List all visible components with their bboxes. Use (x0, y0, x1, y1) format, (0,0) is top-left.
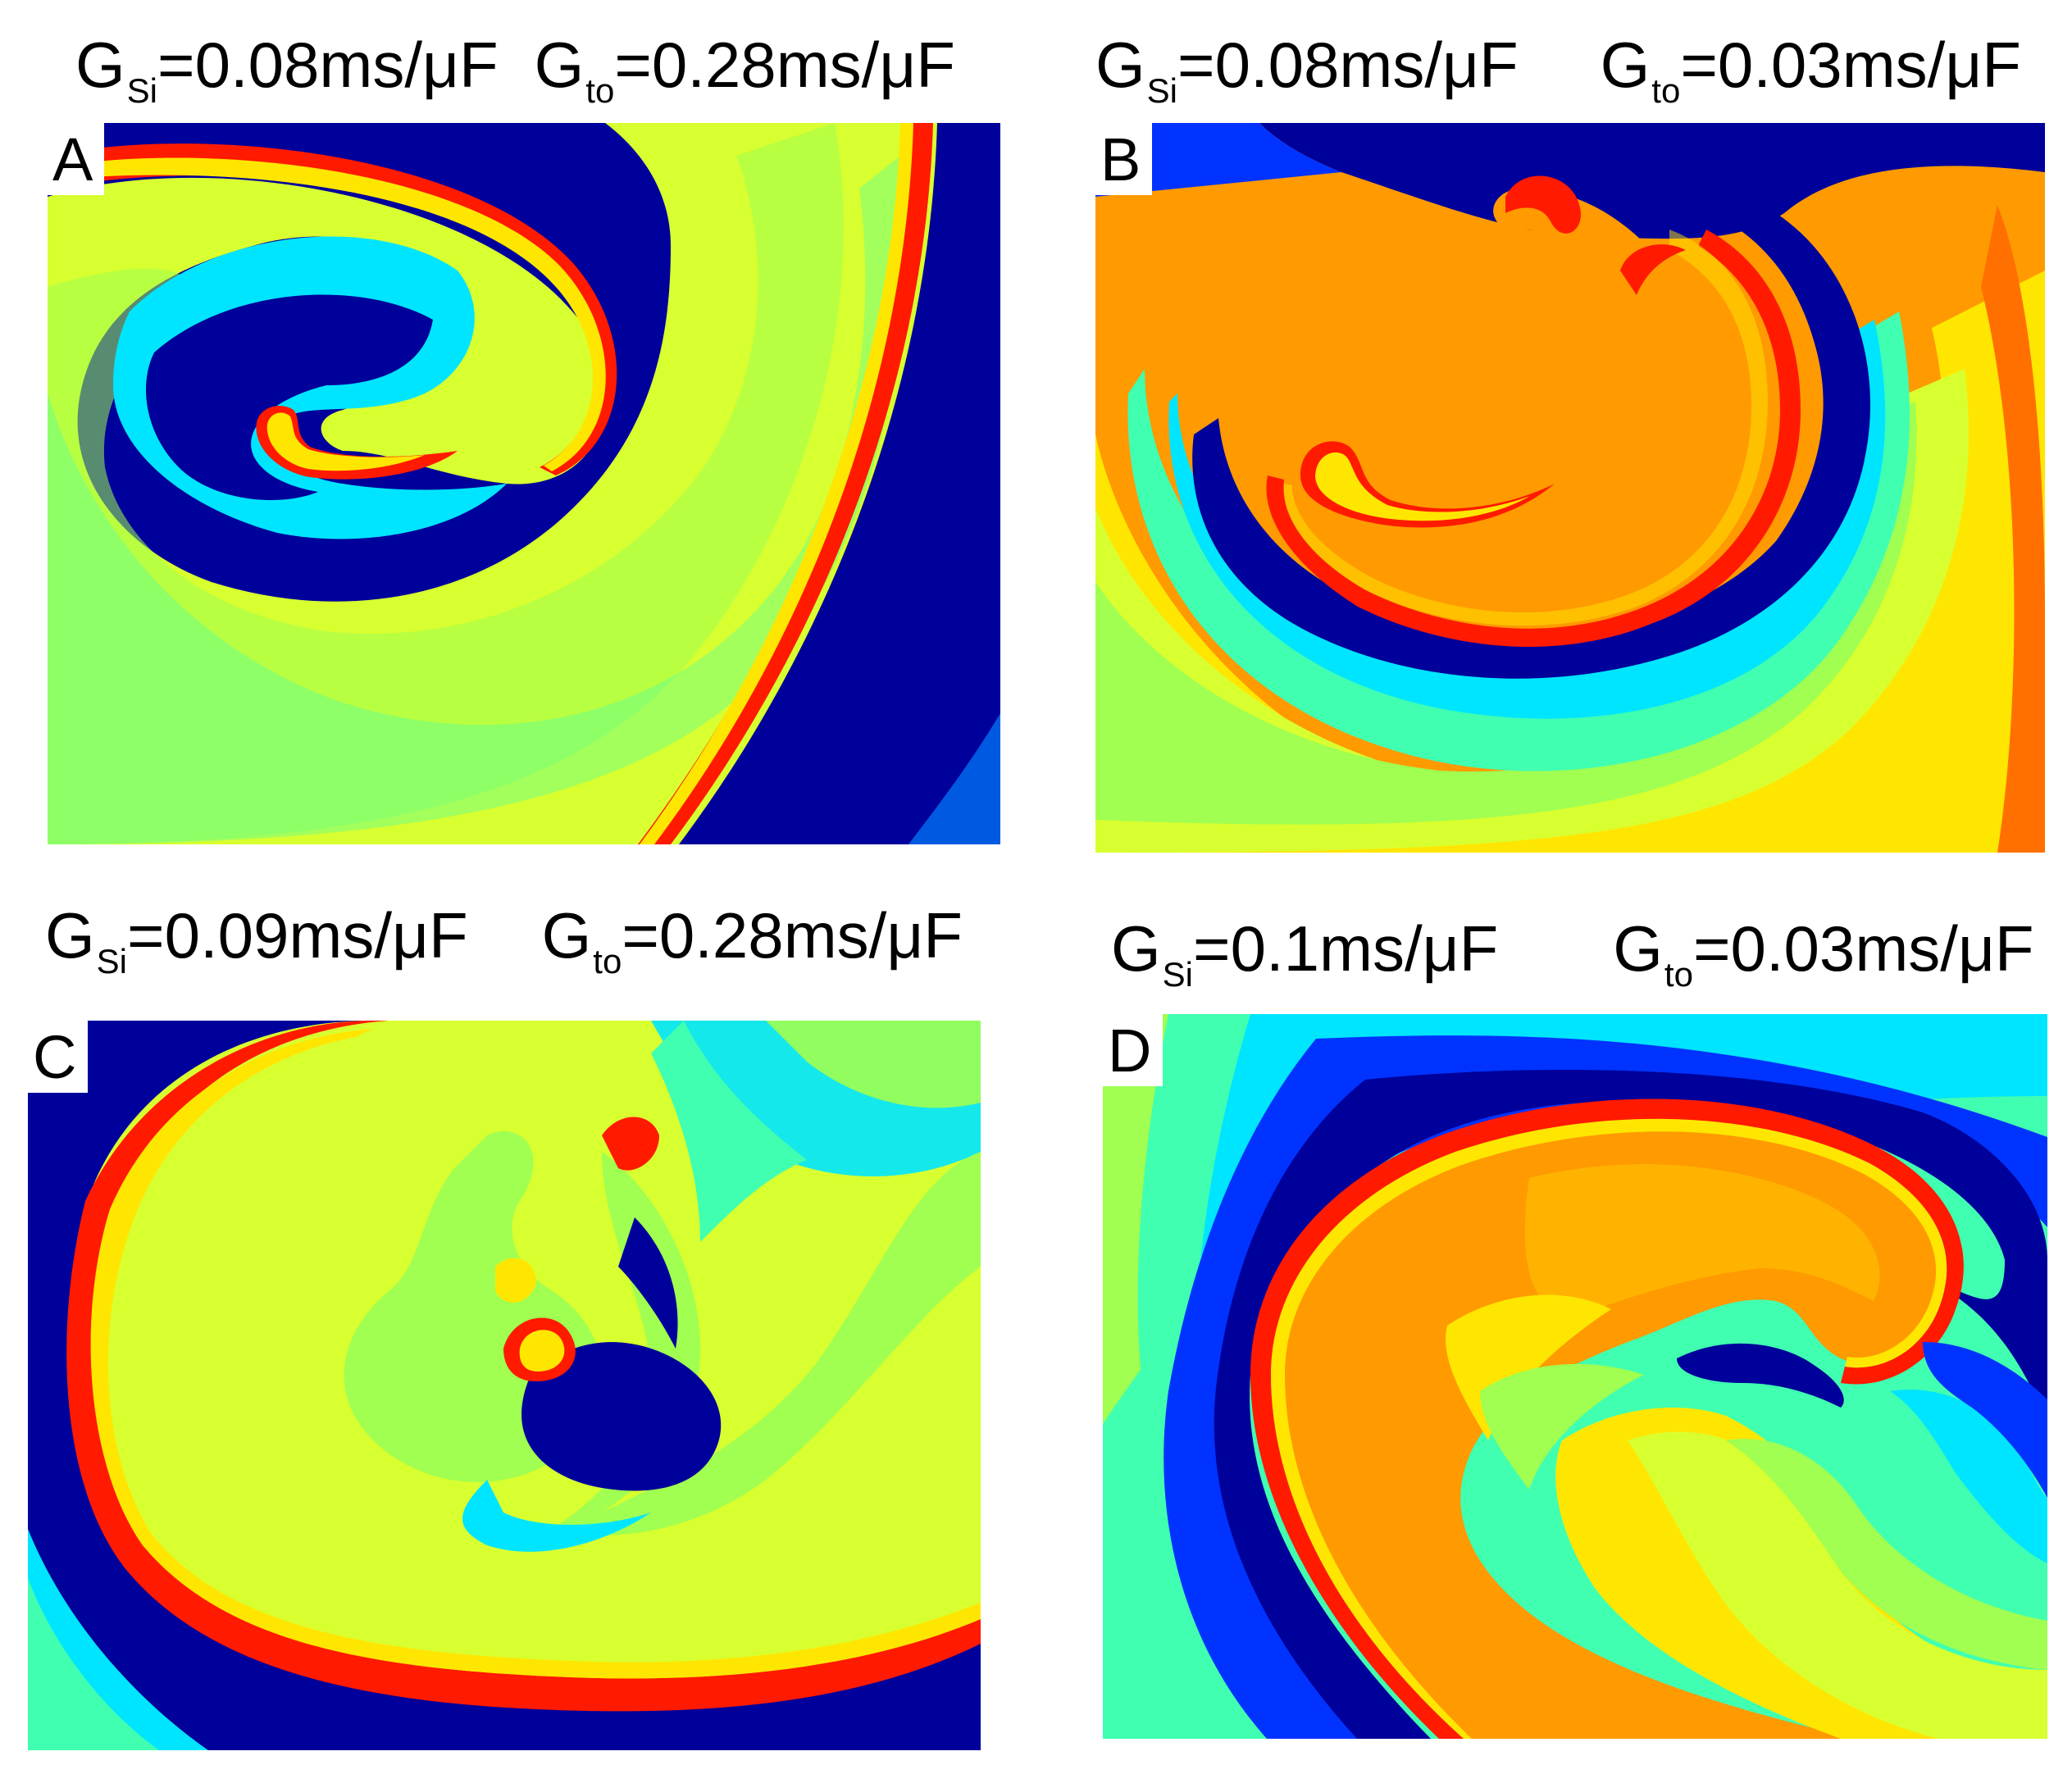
panel-d-spiral-wave (1103, 1014, 2047, 1739)
panel-a-gto-value: =0.28ms/μF (614, 29, 955, 101)
panel-b-gsi-symbol: G (1095, 29, 1145, 101)
panel-c-gsi-param: G Si =0.09ms/μF (45, 903, 468, 979)
panel-a-simulation-image: A (48, 123, 1000, 844)
panel-b-gto-param: G to =0.03ms/μF (1601, 33, 2021, 108)
panel-b-gsi-subscript: Si (1146, 71, 1178, 110)
panel-b-simulation-image: B (1095, 123, 2045, 853)
panel-a-gto-subscript: to (585, 71, 615, 110)
panel-d-gsi-param: G Si =0.1ms/μF (1111, 917, 1498, 992)
panel-d-gto-value: =0.03ms/μF (1692, 912, 2034, 985)
panel-a-gsi-param: G Si =0.08ms/μF (75, 33, 499, 108)
panel-c-gto-subscript: to (593, 942, 622, 980)
panel-a-gsi-value: =0.08ms/μF (157, 29, 499, 101)
panel-c-gsi-symbol: G (45, 899, 95, 971)
panel-b-label: B (1095, 123, 1153, 195)
panel-b-spiral-wave (1095, 123, 2045, 853)
panel-a-gsi-subscript: Si (126, 71, 158, 110)
panel-c-simulation-image: C (28, 1021, 981, 1750)
panel-b-gsi-value: =0.08ms/μF (1177, 29, 1519, 101)
panel-c-label: C (28, 1021, 89, 1093)
panel-c-gsi-subscript: Si (96, 942, 128, 980)
panel-c-spiral-wave (28, 1021, 981, 1750)
panel-a-heading: G Si =0.08ms/μF G to =0.28ms/μF (75, 33, 955, 108)
panel-a-gto-symbol: G (534, 29, 585, 101)
panel-d-gto-symbol: G (1613, 912, 1663, 985)
panel-a-gsi-symbol: G (75, 29, 125, 101)
panel-d-simulation-image: D (1103, 1014, 2047, 1739)
panel-d-gsi-subscript: Si (1162, 955, 1194, 994)
panel-a-label: A (48, 123, 105, 195)
panel-c-gto-symbol: G (541, 899, 592, 971)
panel-c-gto-value: =0.28ms/μF (622, 899, 963, 971)
panel-b-gto-subscript: to (1651, 71, 1681, 110)
panel-b-gto-value: =0.03ms/μF (1680, 29, 2021, 101)
panel-b-gsi-param: G Si =0.08ms/μF (1095, 33, 1519, 108)
panel-c-gto-param: G to =0.28ms/μF (542, 903, 963, 979)
panel-d-gto-subscript: to (1664, 955, 1693, 994)
panel-b-heading: G Si =0.08ms/μF G to =0.03ms/μF (1095, 33, 2021, 108)
panel-a-spiral-wave (48, 123, 1000, 844)
panel-d-gsi-symbol: G (1111, 912, 1161, 985)
panel-c-gsi-value: =0.09ms/μF (127, 899, 468, 971)
panel-a-gto-param: G to =0.28ms/μF (535, 33, 955, 108)
panel-d-heading: G Si =0.1ms/μF G to =0.03ms/μF (1111, 917, 2034, 992)
panel-c-heading: G Si =0.09ms/μF G to =0.28ms/μF (45, 903, 963, 979)
panel-d-gto-param: G to =0.03ms/μF (1613, 917, 2033, 992)
panel-b-gto-symbol: G (1600, 29, 1651, 101)
panel-d-label: D (1103, 1014, 1164, 1086)
panel-d-gsi-value: =0.1ms/μF (1193, 912, 1499, 985)
